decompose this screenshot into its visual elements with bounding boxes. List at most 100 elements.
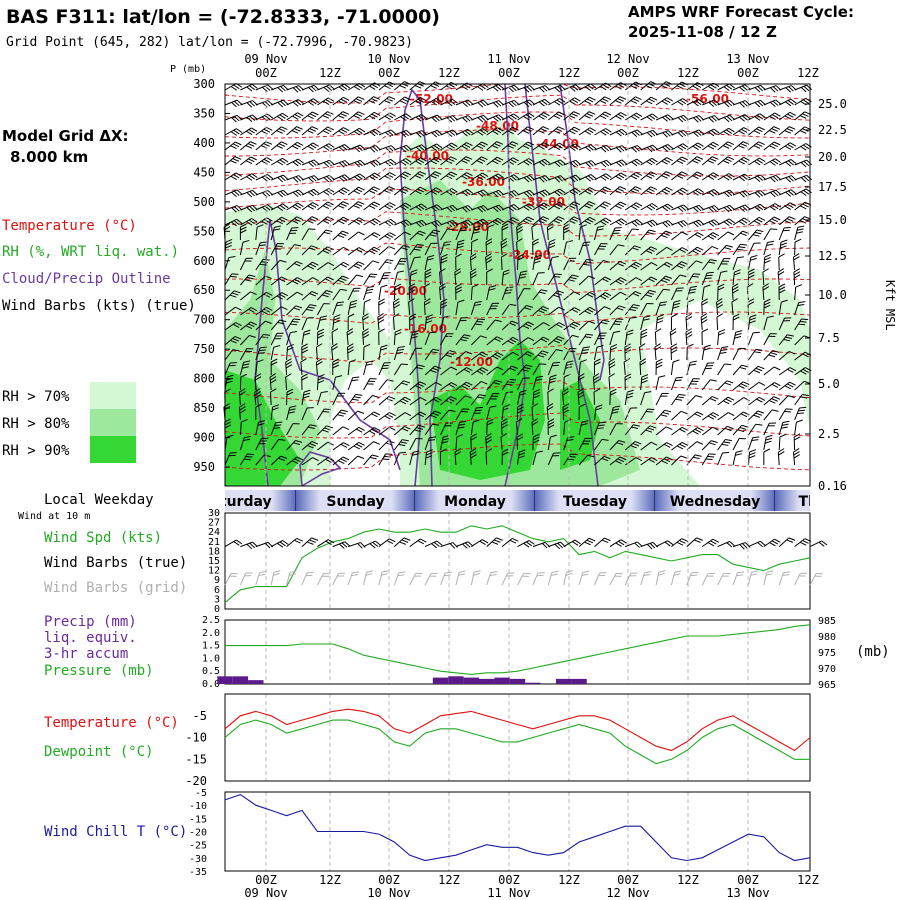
barb-staff [301, 111, 313, 121]
barb-feather [675, 398, 683, 401]
barb-feather [400, 147, 407, 153]
barb-feather [790, 159, 797, 165]
barb-staff [271, 84, 284, 91]
barb-feather [372, 260, 380, 264]
barb-staff [747, 452, 751, 466]
barb-feather [506, 575, 514, 577]
barb-staff [763, 174, 777, 181]
wind-barb [546, 223, 554, 241]
wind-barb [532, 202, 550, 211]
bottom-time-tick: 00Z [737, 873, 759, 887]
wind-barb [471, 141, 488, 151]
barb-feather [326, 290, 333, 293]
surface-wind-barb [501, 537, 519, 547]
wind-barb [501, 217, 519, 226]
barb-feather [681, 426, 689, 431]
wind-barb [578, 275, 596, 286]
barb-feather [375, 159, 381, 165]
barb-staff [408, 286, 411, 301]
barb-feather [322, 100, 330, 106]
wind-barb [732, 84, 751, 92]
barb-feather [440, 448, 447, 453]
barb-feather [581, 420, 589, 423]
barb-feather [799, 541, 807, 546]
wind-barb [423, 283, 430, 301]
barb-feather [773, 216, 781, 221]
barb-feather [462, 117, 468, 123]
barb-feather [821, 540, 828, 546]
barb-staff [732, 141, 744, 151]
wind-barb [686, 427, 704, 436]
barb-feather [723, 258, 731, 260]
barb-feather [707, 415, 715, 420]
barb-feather [285, 361, 292, 366]
barb-feather [301, 343, 308, 348]
barb-feather [365, 291, 373, 294]
barb-feather [787, 203, 794, 209]
barb-feather [444, 240, 452, 244]
wind-barb [486, 393, 500, 406]
barb-feather [250, 156, 257, 161]
wind-barb [655, 301, 668, 316]
barb-feather [789, 381, 796, 386]
barb-feather [680, 455, 688, 459]
barb-feather [532, 241, 539, 246]
barb-feather [424, 271, 432, 276]
wind-barb [332, 375, 343, 391]
wind-barb [640, 219, 659, 228]
barb-feather [763, 304, 771, 309]
barb-feather [362, 334, 370, 339]
barb-feather [553, 276, 561, 278]
rh90-region [560, 380, 600, 470]
barb-staff [702, 189, 715, 196]
barb-staff [532, 363, 541, 376]
barb-staff [563, 242, 567, 256]
wind-barb [346, 328, 354, 346]
barb-feather [587, 145, 594, 151]
barb-feather [485, 439, 493, 444]
barb-feather [723, 572, 731, 574]
barb-feather [402, 173, 409, 178]
barb-feather [539, 363, 547, 365]
barb-feather [550, 573, 558, 576]
barb-staff [255, 141, 267, 151]
barb-feather [503, 269, 510, 273]
wind-barb [717, 346, 729, 361]
precip-bar [217, 676, 233, 684]
top-date-label: 12 Nov [606, 52, 649, 66]
barb-feather [497, 352, 504, 357]
barb-feather [496, 537, 503, 541]
barb-feather [417, 243, 424, 246]
barb-feather [619, 261, 627, 265]
wind-barb [501, 126, 519, 136]
bottom-time-tick: 12Z [438, 873, 460, 887]
wind-barb [671, 274, 687, 286]
barb-feather [440, 301, 448, 306]
barb-feather [557, 336, 565, 340]
wind-barb [240, 156, 257, 166]
grid-wind-barb [609, 573, 623, 586]
wind-barb [794, 301, 806, 316]
barb-feather [384, 175, 391, 180]
barb-feather [724, 363, 732, 366]
barb-staff [470, 286, 473, 301]
barb-staff [424, 540, 438, 548]
barb-staff [394, 113, 406, 121]
barb-feather [531, 223, 538, 228]
barb-feather [646, 116, 653, 122]
barb-feather [368, 276, 376, 278]
barb-feather [711, 206, 717, 212]
barb-feather [342, 111, 350, 115]
barb-staff [654, 331, 657, 346]
barb-feather [270, 361, 278, 366]
barb-feather [734, 333, 742, 336]
pressure-tick-label: 700 [193, 313, 215, 327]
barb-feather [236, 218, 243, 224]
barb-staff [593, 407, 597, 421]
barb-staff [224, 573, 232, 586]
barb-feather [248, 129, 255, 134]
wind-barb [763, 396, 781, 406]
barb-feather [310, 144, 317, 149]
barb-staff [317, 290, 327, 301]
barb-feather [614, 575, 622, 577]
